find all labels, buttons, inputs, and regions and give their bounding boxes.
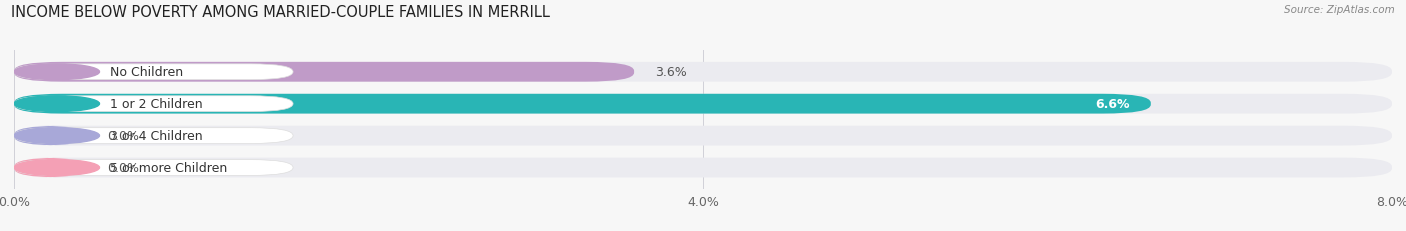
FancyBboxPatch shape	[14, 94, 1150, 114]
Text: 0.0%: 0.0%	[107, 161, 139, 174]
FancyBboxPatch shape	[14, 63, 1392, 82]
Text: 5 or more Children: 5 or more Children	[110, 161, 228, 174]
Text: 3.6%: 3.6%	[655, 66, 686, 79]
Circle shape	[14, 96, 100, 112]
Text: INCOME BELOW POVERTY AMONG MARRIED-COUPLE FAMILIES IN MERRILL: INCOME BELOW POVERTY AMONG MARRIED-COUPL…	[11, 5, 550, 20]
FancyBboxPatch shape	[14, 64, 292, 80]
Text: 1 or 2 Children: 1 or 2 Children	[110, 98, 202, 111]
FancyBboxPatch shape	[14, 158, 1392, 178]
FancyBboxPatch shape	[14, 63, 634, 82]
Text: 3 or 4 Children: 3 or 4 Children	[110, 130, 202, 143]
Circle shape	[14, 160, 100, 176]
FancyBboxPatch shape	[14, 128, 292, 144]
Text: 6.6%: 6.6%	[1095, 98, 1130, 111]
Text: No Children: No Children	[110, 66, 183, 79]
FancyBboxPatch shape	[14, 96, 292, 112]
FancyBboxPatch shape	[14, 158, 86, 178]
FancyBboxPatch shape	[14, 126, 86, 146]
Text: 0.0%: 0.0%	[107, 130, 139, 143]
Text: Source: ZipAtlas.com: Source: ZipAtlas.com	[1284, 5, 1395, 15]
Circle shape	[14, 64, 100, 80]
FancyBboxPatch shape	[14, 160, 292, 176]
FancyBboxPatch shape	[14, 126, 1392, 146]
Circle shape	[14, 128, 100, 144]
FancyBboxPatch shape	[14, 94, 1392, 114]
